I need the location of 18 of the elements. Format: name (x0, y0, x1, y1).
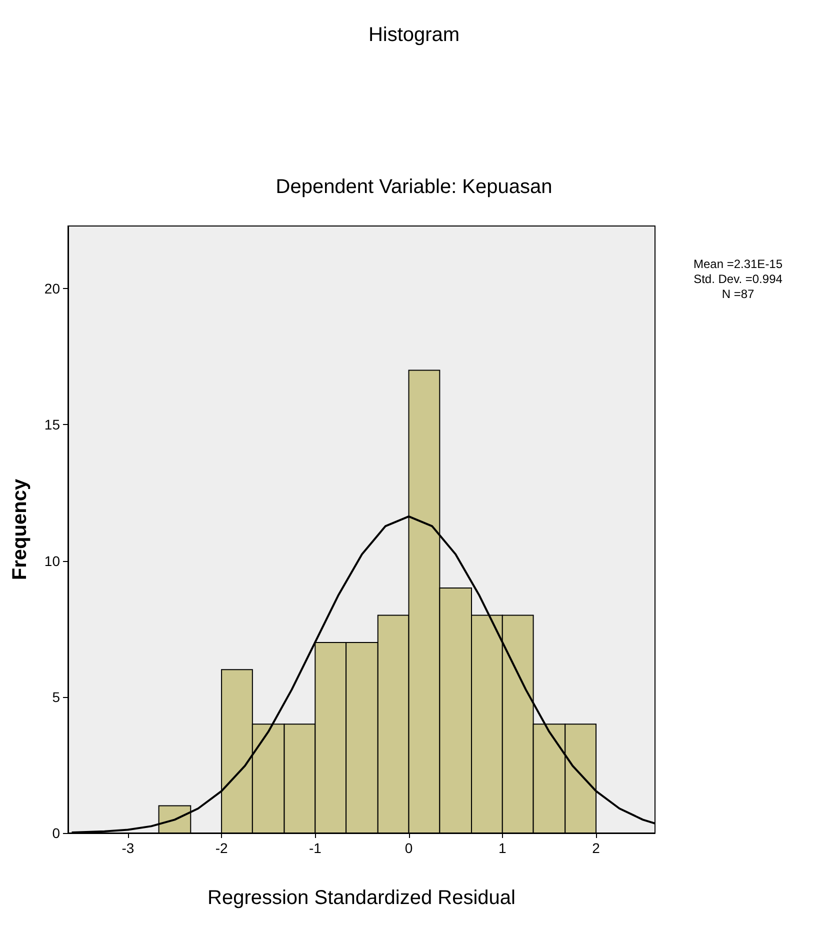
y-tick-label: 15 (44, 416, 60, 433)
y-tick-label: 10 (44, 552, 60, 569)
y-tick-label: 5 (52, 688, 60, 705)
text: Std. Dev. =0.994 (694, 272, 783, 286)
x-axis-title: Regression Standardized Residual (208, 887, 516, 909)
chart-subtitle: Dependent Variable: Kepuasan (276, 176, 552, 198)
x-tick-label: -1 (308, 840, 322, 856)
text: Mean =2.31E-15 (693, 257, 783, 271)
x-tick-label: 0 (404, 840, 413, 856)
y-tick-label: 20 (44, 280, 60, 297)
x-tick-label: 2 (592, 840, 600, 856)
y-tick-label: 0 (52, 825, 60, 841)
x-tick-label: 1 (498, 840, 506, 856)
x-tick-label: -3 (122, 840, 134, 856)
text: N =87 (722, 287, 754, 301)
x-tick-label: -2 (215, 840, 228, 856)
y-axis-title: Frequency (9, 478, 31, 580)
chart-title: Histogram (368, 24, 460, 46)
